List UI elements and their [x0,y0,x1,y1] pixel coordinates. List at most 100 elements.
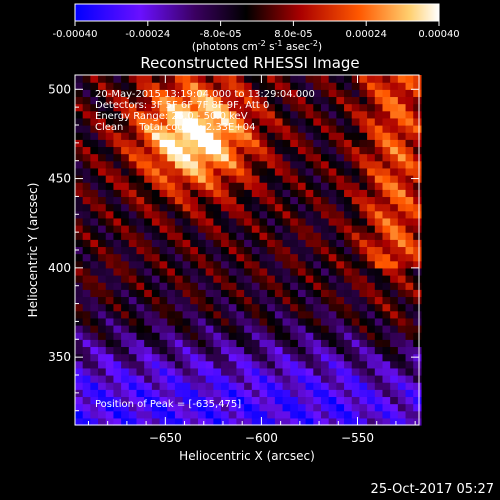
heatmap-pixel [136,396,145,405]
heatmap-pixel [121,82,130,90]
heatmap-pixel [290,375,299,383]
heatmap-pixel [267,303,276,312]
heatmap-pixel [197,132,207,140]
heatmap-pixel [159,175,168,183]
heatmap-pixel [136,196,145,205]
heatmap-pixel [344,339,353,348]
heatmap-pixel [182,160,191,169]
heatmap-pixel [297,267,307,276]
colorbar-tick-label: 8.0e-05 [274,29,312,40]
heatmap-pixel [228,110,238,119]
heatmap-pixel [90,417,99,426]
heatmap-pixel [159,403,168,412]
heatmap-pixel [359,317,368,326]
heatmap-pixel [390,353,399,362]
heatmap-pixel [136,160,145,169]
heatmap-pixel [313,182,322,190]
heatmap-pixel [397,253,407,262]
heatmap-pixel [221,389,230,398]
heatmap-pixel [228,253,238,262]
heatmap-pixel [405,282,414,290]
heatmap-pixel [105,167,115,176]
heatmap-pixel [274,332,284,340]
heatmap-pixel [75,296,84,305]
heatmap-pixel [367,239,376,248]
heatmap-pixel [405,389,414,398]
heatmap-pixel [136,267,145,276]
heatmap-pixel [190,117,199,126]
heatmap-pixel [105,417,115,426]
heatmap-pixel [359,260,368,269]
heatmap-pixel [390,296,399,305]
heatmap-pixel [297,175,307,183]
heatmap-pixel [205,103,214,112]
heatmap-pixel [159,110,168,119]
heatmap-pixel [305,210,314,219]
heatmap-pixel [205,225,214,233]
heatmap-pixel [367,410,376,419]
heatmap-pixel [351,196,361,205]
heatmap-pixel [167,353,176,362]
heatmap-pixel [82,275,91,283]
heatmap-pixel [359,189,368,198]
heatmap-pixel [121,317,130,326]
heatmap-pixel [351,239,361,248]
heatmap-pixel [167,339,176,348]
heatmap-pixel [236,103,245,112]
heatmap-pixel [205,117,214,126]
heatmap-pixel [236,146,245,155]
heatmap-pixel [98,132,107,140]
heatmap-pixel [251,267,261,276]
heatmap-pixel [405,417,414,426]
heatmap-pixel [205,260,214,269]
heatmap-pixel [336,339,345,348]
heatmap-pixel [236,389,245,398]
heatmap-pixel [328,132,337,140]
heatmap-pixel [305,282,314,290]
heatmap-pixel [128,375,138,383]
y-tick-label: 500 [48,82,71,96]
heatmap-pixel [128,125,138,133]
heatmap-pixel [244,160,253,169]
heatmap-pixel [328,317,337,326]
heatmap-pixel [297,339,307,348]
heatmap-pixel [344,167,353,176]
heatmap-pixel [197,382,207,390]
heatmap-pixel [136,125,145,133]
heatmap-pixel [313,375,322,383]
heatmap-pixel [182,110,191,119]
heatmap-pixel [128,403,138,412]
heatmap-pixel [359,267,368,276]
heatmap-pixel [305,153,314,162]
heatmap-pixel [305,246,314,255]
heatmap-pixel [197,375,207,383]
heatmap-pixel [367,332,376,340]
heatmap-pixel [121,153,130,162]
heatmap-pixel [75,217,84,226]
heatmap-pixel [82,346,91,355]
heatmap-pixel [98,260,107,269]
heatmap-pixel [282,239,291,248]
heatmap-pixel [344,210,353,219]
heatmap-pixel [274,339,284,348]
heatmap-pixel [267,317,276,326]
heatmap-pixel [413,82,422,90]
heatmap-image [75,75,422,426]
heatmap-pixel [144,267,153,276]
heatmap-pixel [274,267,284,276]
heatmap-pixel [213,282,222,290]
heatmap-pixel [98,232,107,240]
heatmap-pixel [213,360,222,369]
heatmap-pixel [190,417,199,426]
heatmap-pixel [75,75,84,83]
colorbar-tick-label: 0.00024 [346,29,387,40]
heatmap-pixel [197,396,207,405]
heatmap-pixel [205,153,214,162]
heatmap-pixel [328,267,337,276]
heatmap-pixel [213,267,222,276]
heatmap-pixel [290,182,299,190]
heatmap-pixel [328,389,337,398]
heatmap-pixel [228,403,238,412]
heatmap-pixel [221,375,230,383]
heatmap-pixel [213,296,222,305]
